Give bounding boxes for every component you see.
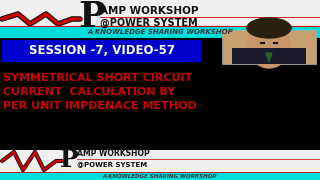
Text: A KNOWLEDGE SHARING WORKSHOP: A KNOWLEDGE SHARING WORKSHOP: [87, 29, 233, 35]
Text: @POWER SYSTEM: @POWER SYSTEM: [100, 18, 198, 28]
Text: PER UNIT IMPDENACE METHOD: PER UNIT IMPDENACE METHOD: [3, 101, 197, 111]
Text: CURRENT  CALCULATION BY: CURRENT CALCULATION BY: [3, 87, 175, 97]
Text: AMP WORKSHOP: AMP WORKSHOP: [100, 6, 198, 16]
FancyBboxPatch shape: [232, 48, 306, 64]
FancyBboxPatch shape: [222, 30, 316, 64]
FancyBboxPatch shape: [0, 26, 320, 38]
Polygon shape: [266, 53, 272, 62]
Text: SESSION -7, VIDEO-57: SESSION -7, VIDEO-57: [29, 44, 175, 57]
FancyBboxPatch shape: [0, 150, 320, 180]
Text: AMP WORKSHOP: AMP WORKSHOP: [77, 150, 150, 159]
Text: A KNOWLEDGE SHARING WORKSHOP: A KNOWLEDGE SHARING WORKSHOP: [103, 174, 217, 179]
FancyBboxPatch shape: [0, 172, 320, 180]
Text: @POWER SYSTEM: @POWER SYSTEM: [77, 161, 147, 167]
Ellipse shape: [247, 18, 291, 38]
Text: SYMMETRICAL SHORT CIRCUIT: SYMMETRICAL SHORT CIRCUIT: [3, 73, 192, 83]
FancyBboxPatch shape: [2, 40, 202, 62]
Text: P: P: [60, 148, 79, 172]
Text: P: P: [78, 0, 105, 34]
Ellipse shape: [248, 22, 290, 68]
FancyBboxPatch shape: [0, 0, 320, 38]
